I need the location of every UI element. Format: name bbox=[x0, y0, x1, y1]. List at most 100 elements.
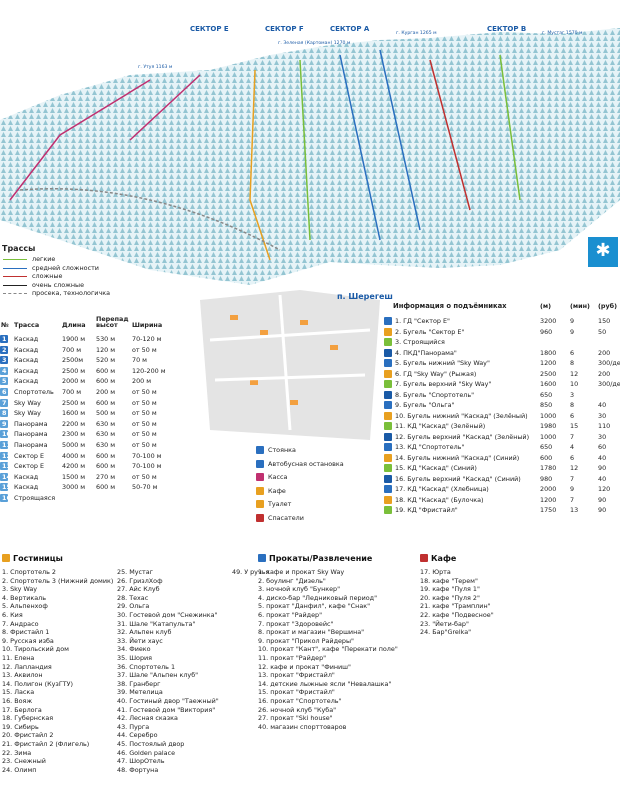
list-item: 41. Гостевой дом "Виктория" bbox=[117, 705, 216, 714]
list-item: 23. "Йети-бар" bbox=[420, 619, 469, 628]
lift-icon bbox=[384, 369, 392, 378]
table-cell: 200 м bbox=[132, 377, 152, 386]
list-item: 39. Метелица bbox=[117, 688, 163, 697]
list-item: 43. Пурга bbox=[117, 722, 150, 731]
table-cell: 1600 м bbox=[62, 409, 86, 418]
list-item: 40. магазин спорттоваров bbox=[258, 722, 347, 731]
list-item: 12. Лапландия bbox=[2, 662, 52, 671]
table-cell: 13 bbox=[2, 462, 11, 471]
table-cell: Панорама bbox=[14, 441, 48, 449]
trail-number-box bbox=[0, 430, 8, 439]
list-item: 26. ночной клуб "Куба" bbox=[258, 705, 337, 714]
table-cell: 3200 bbox=[540, 317, 557, 325]
table-cell: 630 м bbox=[96, 430, 116, 439]
table-cell: 4200 м bbox=[62, 462, 86, 471]
legend-title: Трассы bbox=[2, 244, 36, 253]
table-cell: 10. Бугель нижний "Каскад" (Зелёный) bbox=[395, 411, 528, 420]
table-cell: 2500 м bbox=[62, 366, 86, 375]
table-cell: 120 bbox=[598, 485, 611, 493]
table-cell: Каскад bbox=[14, 472, 39, 481]
table-cell: Каскад bbox=[14, 377, 39, 386]
table-cell: 3 bbox=[2, 356, 7, 365]
table-cell: 600 bbox=[540, 453, 553, 462]
table-cell: 90 bbox=[598, 464, 607, 472]
list-item: 20. Фристайл 2 bbox=[2, 731, 54, 740]
table-cell: 1500 м bbox=[62, 472, 86, 481]
list-item: 2. Спортотель 3 (Нижний домик) bbox=[2, 576, 114, 585]
lift-icon bbox=[384, 432, 392, 441]
list-item: 15. Ласка bbox=[2, 688, 35, 697]
table-header: Перепад высот bbox=[96, 315, 129, 330]
trail-number-box bbox=[0, 377, 8, 386]
table-cell: 200 bbox=[598, 369, 611, 378]
table-header: № bbox=[1, 321, 9, 329]
list-item: 30. Гостевой дом "Снежинка" bbox=[117, 611, 218, 619]
table-cell: 12 bbox=[570, 464, 579, 472]
lift-icon bbox=[384, 443, 392, 451]
table-cell: 1780 bbox=[540, 464, 557, 472]
list-item: 38. Гранберг bbox=[117, 679, 161, 688]
symbol-icon bbox=[256, 459, 264, 468]
list-item: 5. прокат "Данфил", кафе "Снак" bbox=[258, 602, 371, 611]
symbol-icon bbox=[256, 500, 264, 508]
town-label: п. Шерегеш bbox=[337, 292, 393, 301]
list-item: 16. Вояж bbox=[2, 697, 33, 705]
table-cell: 10 bbox=[2, 430, 11, 439]
symbol-label: Автобусная остановка bbox=[268, 459, 344, 468]
table-cell: 18. КД "Каскад" (Булочка) bbox=[395, 495, 484, 504]
table-cell: 9 bbox=[570, 327, 575, 336]
lift-icon bbox=[384, 380, 392, 388]
table-cell: 1. ГД "Сектор Е" bbox=[395, 317, 450, 325]
list-item: 35. Шория bbox=[117, 654, 152, 662]
table-header: Ширина bbox=[132, 321, 163, 329]
table-cell: 7. Бугель верхний "Sky Way" bbox=[395, 380, 492, 388]
table-cell: 7 bbox=[570, 474, 575, 483]
list-item: 1. кафе и прокат Sky Way bbox=[258, 568, 345, 576]
table-cell: 4. ПКД"Панорама" bbox=[395, 348, 457, 357]
list-item: 9. Русская изба bbox=[2, 636, 54, 645]
table-cell: 2500 bbox=[540, 369, 557, 378]
table-cell: Строящаяся bbox=[14, 494, 56, 502]
list-item: 4. диско-бар "Ледниковый период" bbox=[258, 593, 378, 602]
table-cell: Каскад bbox=[14, 483, 39, 492]
lift-icon bbox=[384, 495, 392, 504]
lift-icon bbox=[384, 390, 392, 399]
table-cell: 30 bbox=[598, 411, 607, 420]
svg-text:✱: ✱ bbox=[595, 240, 610, 261]
peak-label: г. Мустаг 1570 м bbox=[542, 31, 583, 36]
list-item: 32. Альпен клуб bbox=[117, 628, 172, 637]
table-cell: 3000 м bbox=[62, 483, 86, 492]
table-cell: 2200 м bbox=[62, 419, 86, 428]
list-item: 3. Sky Way bbox=[2, 585, 38, 594]
list-item: 10. Тирольский дом bbox=[2, 645, 69, 654]
table-cell: от 50 м bbox=[132, 398, 157, 407]
table-cell: от 50 м bbox=[132, 388, 157, 396]
list-item: 22. Зима bbox=[2, 748, 32, 757]
table-cell: 2500м bbox=[62, 356, 84, 365]
trail-number-box bbox=[0, 398, 8, 407]
symbol-icon bbox=[256, 446, 264, 454]
table-cell: 12. Бугель верхний "Каскад" (Зелёный) bbox=[395, 432, 530, 441]
legend-line bbox=[3, 259, 27, 260]
list-item: 14. детские лыжные ясли "Невалашка" bbox=[258, 679, 392, 688]
table-cell: 4 bbox=[570, 443, 575, 451]
table-cell: 9 bbox=[2, 419, 7, 428]
table-cell: 7 bbox=[2, 398, 7, 407]
lift-icon bbox=[384, 453, 392, 462]
table-cell: 500 м bbox=[96, 409, 116, 418]
table-cell: 5. Бугель нижний "Sky Way" bbox=[395, 359, 490, 367]
table-cell: Каскад bbox=[14, 356, 39, 365]
trail-number-box bbox=[0, 462, 8, 471]
table-cell: 600 м bbox=[96, 462, 116, 471]
table-cell: 7 bbox=[570, 432, 575, 441]
lift-icon bbox=[384, 422, 392, 430]
table-cell: 11. КД "Каскад" (Зелёный) bbox=[395, 422, 486, 430]
table-cell: 1800 bbox=[540, 348, 557, 357]
list-item: 3. ночной клуб "Бункер" bbox=[258, 585, 341, 594]
symbol-icon bbox=[256, 473, 264, 481]
trail-number-box bbox=[0, 356, 8, 365]
table-cell: 5 bbox=[2, 377, 7, 386]
table-cell: 6 bbox=[570, 453, 575, 462]
list-item: 29. Ольга bbox=[117, 602, 150, 611]
